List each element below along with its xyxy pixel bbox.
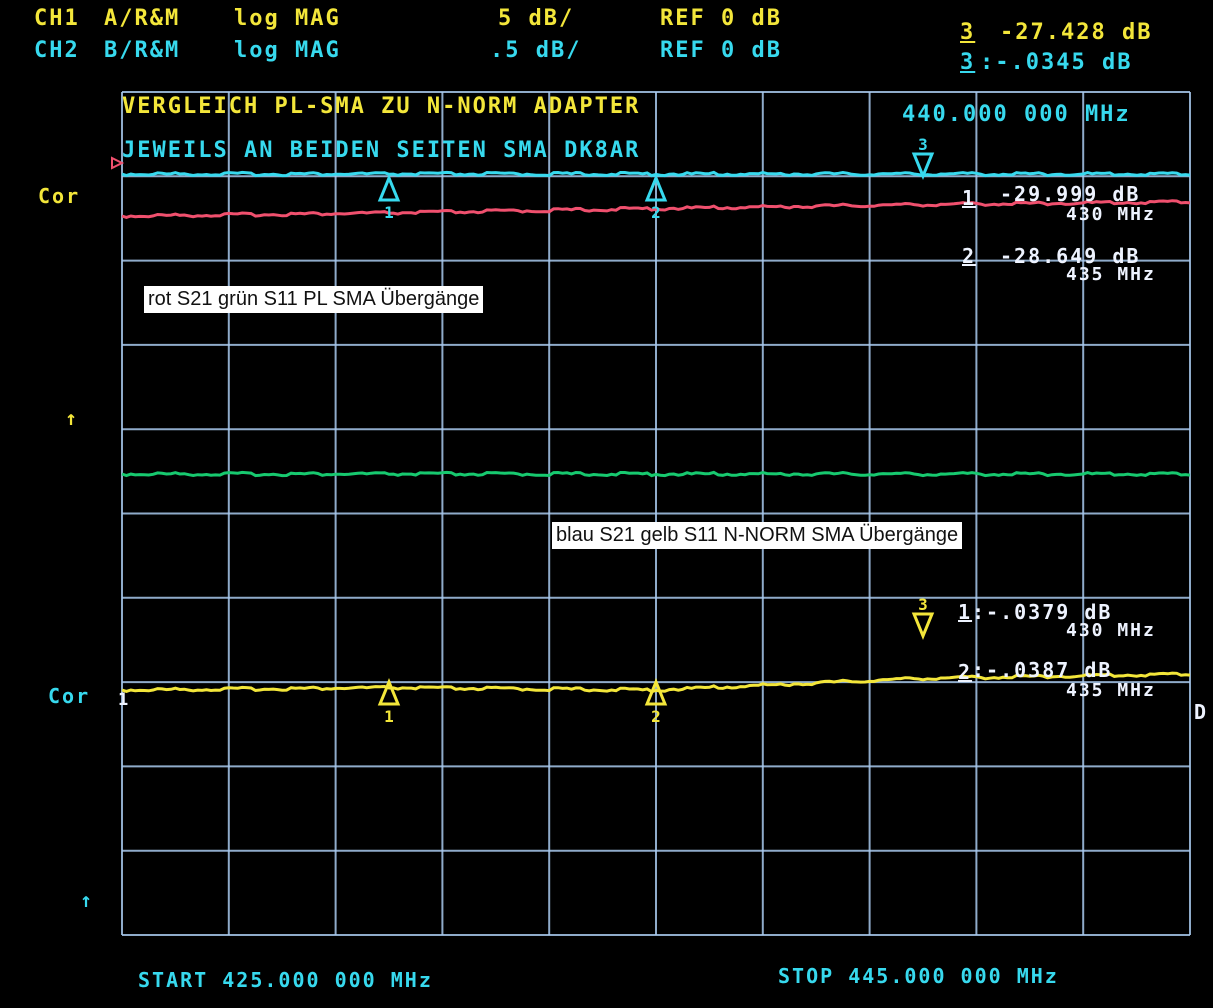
stop-frequency: STOP 445.000 000 MHz	[778, 964, 1059, 988]
cor-label-lower: Cor	[48, 684, 91, 708]
marker-2-triangle	[644, 174, 668, 202]
title-line-2: JEWEILS AN BEIDEN SEITEN SMA DK8AR	[122, 138, 641, 163]
right-edge-label: D	[1194, 700, 1209, 724]
ch2-marker-no: 3	[960, 50, 976, 75]
marker-3-number: 3	[918, 595, 928, 614]
reference-pointer	[111, 156, 125, 170]
marker-1-triangle	[377, 174, 401, 202]
trace-green	[121, 470, 1191, 478]
ch1-format: log MAG	[234, 6, 341, 31]
reference-arrow-icon: ↑	[65, 406, 80, 430]
ch1-label: CH1	[34, 6, 80, 31]
ch2-marker-readout-frequency: 430 MHz	[1066, 620, 1156, 641]
marker-3-number: 3	[918, 135, 928, 154]
ch2-label: CH2	[34, 38, 80, 63]
ch1-scale: 5 dB/	[498, 6, 575, 31]
cor-label-upper: Cor	[38, 184, 81, 208]
marker-2-triangle	[644, 678, 668, 706]
ch2-marker-readout-value: :-.0379 dB	[972, 600, 1113, 624]
title-line-1: VERGLEICH PL-SMA ZU N-NORM ADAPTER	[122, 94, 641, 119]
active-marker-frequency: 440.000 000 MHz	[902, 102, 1131, 127]
annotation-lower: blau S21 gelb S11 N-NORM SMA Übergänge	[552, 522, 963, 549]
marker-1-number: 1	[384, 203, 394, 222]
ch1-marker-readout-frequency: 435 MHz	[1066, 264, 1156, 285]
ch2-marker-value: :-.0345 dB	[980, 50, 1133, 75]
start-frequency: START 425.000 000 MHz	[138, 968, 433, 992]
annotation-upper: rot S21 grün S11 PL SMA Übergänge	[144, 286, 484, 313]
ch2-ref: REF 0 dB	[660, 38, 782, 63]
marker-2-number: 2	[651, 203, 661, 222]
trace-yellow	[121, 671, 1191, 694]
marker-1-number: 1	[384, 707, 394, 726]
trace-red	[121, 199, 1191, 219]
ch1-marker-readout-number: 2	[962, 244, 977, 268]
ch2-marker-readout-frequency: 435 MHz	[1066, 680, 1156, 701]
ch2-scale: .5 dB/	[490, 38, 582, 63]
ch1-marker-value: -27.428 dB	[1000, 20, 1153, 45]
ch2-marker-readout-value: :-.0387 dB	[972, 658, 1113, 682]
ch2-marker-readout-number: 1	[958, 600, 973, 624]
ch1-marker-readout-value: -29.999 dB	[1000, 182, 1141, 206]
marker-1-triangle	[377, 678, 401, 706]
ch1-input: A/R&M	[104, 6, 181, 31]
ch2-format: log MAG	[234, 38, 341, 63]
reference-index-label: 1	[118, 690, 131, 710]
marker-3-triangle	[911, 612, 935, 640]
ch1-ref: REF 0 dB	[660, 6, 782, 31]
marker-3-triangle	[911, 152, 935, 180]
ch1-marker-readout-value: -28.649 dB	[1000, 244, 1141, 268]
ch1-marker-readout-number: 1	[962, 186, 977, 210]
marker-2-number: 2	[651, 707, 661, 726]
ch2-marker-readout-number: 2	[958, 660, 973, 684]
traces	[111, 156, 1191, 694]
trace-markers: 1 1 2 2 3 3	[377, 135, 935, 726]
ch1-marker-readout-frequency: 430 MHz	[1066, 204, 1156, 225]
reference-arrow-icon: ↑	[80, 888, 95, 912]
ch2-input: B/R&M	[104, 38, 181, 63]
ch1-marker-no: 3	[960, 20, 976, 45]
